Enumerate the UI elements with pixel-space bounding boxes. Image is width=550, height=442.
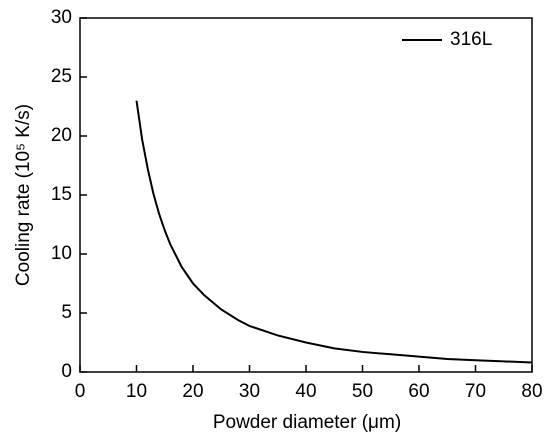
x-tick-label: 30 [239,381,260,402]
y-axis-label: Cooling rate (10⁵ K/s) [13,104,34,286]
x-tick-label: 70 [465,381,486,402]
x-tick-label: 40 [295,381,316,402]
x-tick-label: 80 [521,381,542,402]
x-tick-label: 20 [182,381,203,402]
x-tick-label: 0 [75,381,86,402]
y-tick-label: 30 [51,7,72,28]
y-tick-label: 10 [51,243,72,264]
legend-label: 316L [450,29,492,50]
y-tick-label: 5 [61,302,72,323]
line [135,100,533,364]
x-tick-label: 10 [126,381,147,402]
x-axis-label: Powder diameter (μm) [213,412,401,433]
plot-frame [79,17,533,373]
x-tick-label: 50 [352,381,373,402]
y-tick-label: 20 [51,125,72,146]
x-tick-label: 60 [408,381,429,402]
y-tick-label: 25 [51,66,72,87]
y-tick-label: 0 [61,361,72,382]
y-tick-label: 15 [51,184,72,205]
